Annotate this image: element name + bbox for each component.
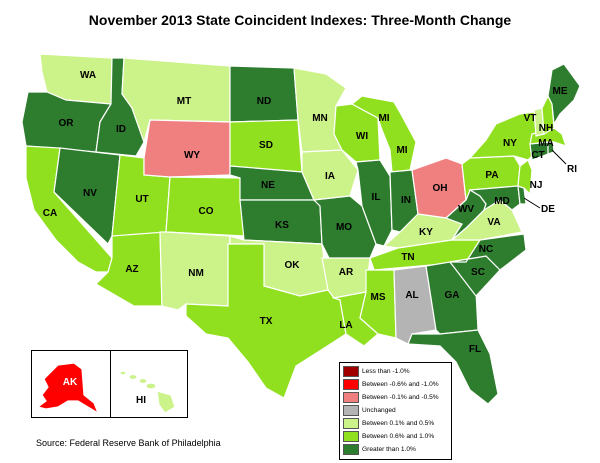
- label-mt: MT: [177, 96, 191, 107]
- label-ny: NY: [503, 138, 517, 149]
- label-wy: WY: [184, 150, 200, 161]
- state-me[interactable]: [547, 63, 581, 126]
- legend-swatch-gt-1: [343, 444, 359, 455]
- de-leader-line: [523, 197, 541, 209]
- label-ky: KY: [419, 227, 433, 238]
- state-wy[interactable]: [143, 119, 231, 178]
- label-ca: CA: [43, 208, 57, 219]
- ri-leader-line: [551, 149, 567, 165]
- source-note: Source: Federal Reserve Bank of Philadel…: [36, 438, 221, 448]
- legend-label-pos01-05: Between 0.1% and 0.5%: [362, 420, 435, 427]
- legend-swatch-neg06-neg1: [343, 379, 359, 390]
- label-wi: WI: [356, 131, 368, 142]
- label-mo: MO: [336, 222, 352, 233]
- state-hi-island-4[interactable]: [145, 382, 157, 390]
- state-fl[interactable]: [407, 329, 499, 405]
- label-wv: WV: [458, 204, 474, 215]
- label-me: ME: [553, 86, 568, 97]
- state-hi-island-2[interactable]: [128, 373, 138, 381]
- legend-label-neg06-neg1: Between -0.6% and -1.0%: [362, 381, 439, 388]
- label-ak: AK: [63, 377, 78, 388]
- legend-swatch-unchanged: [343, 405, 359, 416]
- label-sd: SD: [259, 140, 273, 151]
- label-al: AL: [405, 290, 418, 301]
- alaska-inset: AK: [31, 350, 111, 418]
- legend-label-gt-1: Greater than 1.0%: [362, 446, 416, 453]
- label-de: DE: [541, 204, 555, 215]
- legend-swatch-lt-neg1: [343, 366, 359, 377]
- legend-row-neg06-neg1: Between -0.6% and -1.0%: [343, 379, 449, 390]
- legend-swatch-pos06-1: [343, 431, 359, 442]
- legend-swatch-pos01-05: [343, 418, 359, 429]
- legend-row-neg01-neg05: Between -0.1% and -0.5%: [343, 392, 449, 403]
- legend-row-unchanged: Unchanged: [343, 405, 449, 416]
- state-tx[interactable]: [185, 243, 347, 399]
- label-nj: NJ: [530, 180, 543, 191]
- label-co: CO: [199, 206, 214, 217]
- label-tx: TX: [260, 316, 273, 327]
- label-pa: PA: [485, 170, 498, 181]
- state-nd[interactable]: [229, 65, 299, 123]
- label-az: AZ: [125, 264, 138, 275]
- label-va: VA: [487, 217, 500, 228]
- label-ma: MA: [538, 138, 554, 149]
- legend-label-unchanged: Unchanged: [362, 407, 396, 414]
- label-or: OR: [59, 118, 75, 129]
- label-tn: TN: [401, 252, 414, 263]
- hawaii-inset: HI: [110, 350, 188, 418]
- legend-row-gt-1: Greater than 1.0%: [343, 444, 449, 455]
- label-ga: GA: [445, 290, 460, 301]
- label-nc: NC: [479, 244, 493, 255]
- label-mi-upper: MI: [378, 113, 389, 124]
- state-hi-island-3[interactable]: [138, 377, 148, 385]
- label-mn: MN: [312, 113, 328, 124]
- legend-row-lt-neg1: Less than -1.0%: [343, 366, 449, 377]
- label-mi: MI: [396, 145, 407, 156]
- label-wa: WA: [80, 70, 96, 81]
- label-nv: NV: [83, 188, 97, 199]
- legend-row-pos06-1: Between 0.6% and 1.0%: [343, 431, 449, 442]
- legend-label-lt-neg1: Less than -1.0%: [362, 368, 410, 375]
- label-nd: ND: [257, 96, 271, 107]
- label-id: ID: [116, 124, 126, 135]
- state-nj[interactable]: [517, 159, 533, 196]
- legend-swatch-neg01-neg05: [343, 392, 359, 403]
- label-in: IN: [401, 195, 411, 206]
- label-sc: SC: [471, 267, 485, 278]
- label-ut: UT: [135, 194, 148, 205]
- label-ms: MS: [371, 292, 386, 303]
- label-ne: NE: [261, 180, 275, 191]
- legend-label-neg01-neg05: Between -0.1% and -0.5%: [362, 394, 439, 401]
- label-vt: VT: [524, 113, 537, 124]
- label-nm: NM: [188, 268, 204, 279]
- label-la: LA: [339, 320, 352, 331]
- map-legend: Less than -1.0% Between -0.6% and -1.0% …: [339, 362, 452, 460]
- legend-row-pos01-05: Between 0.1% and 0.5%: [343, 418, 449, 429]
- label-fl: FL: [469, 344, 481, 355]
- label-ar: AR: [339, 267, 354, 278]
- state-ak[interactable]: [36, 362, 100, 415]
- label-nh: NH: [539, 123, 553, 134]
- label-ri: RI: [567, 164, 577, 175]
- label-ok: OK: [285, 260, 301, 271]
- legend-label-pos06-1: Between 0.6% and 1.0%: [362, 433, 435, 440]
- label-ct: CT: [531, 150, 544, 161]
- label-md: MD: [494, 196, 510, 207]
- map-title: November 2013 State Coincident Indexes: …: [88, 12, 512, 28]
- state-nv[interactable]: [53, 147, 121, 245]
- label-il: IL: [372, 192, 381, 203]
- state-hi-island-big[interactable]: [156, 390, 176, 414]
- state-hi-island-1[interactable]: [119, 370, 127, 376]
- label-ks: KS: [275, 220, 289, 231]
- label-ia: IA: [325, 171, 335, 182]
- label-hi: HI: [136, 395, 146, 406]
- label-oh: OH: [433, 183, 448, 194]
